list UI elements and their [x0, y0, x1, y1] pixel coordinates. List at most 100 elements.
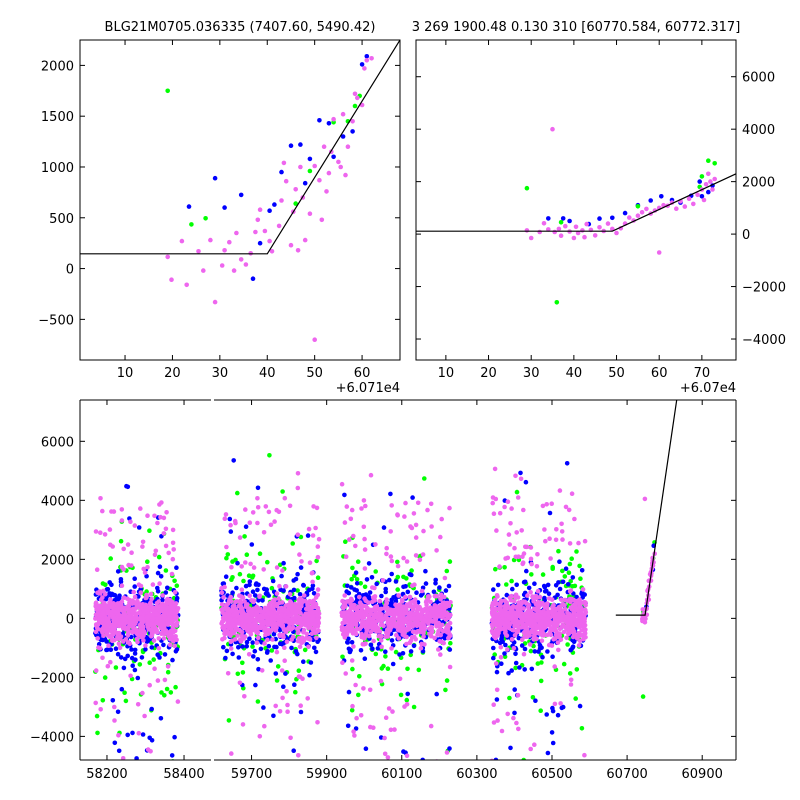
- data-point-pink: [582, 607, 588, 613]
- data-point-pink: [384, 545, 390, 551]
- data-point-pink: [160, 623, 166, 628]
- data-point-green: [265, 559, 270, 565]
- data-point-pink: [262, 228, 268, 234]
- data-point-green: [314, 558, 319, 564]
- data-point-pink: [147, 682, 152, 688]
- data-point-pink: [161, 515, 167, 521]
- data-point-blue: [266, 643, 272, 649]
- data-point-blue: [359, 62, 365, 67]
- data-point-pink: [521, 651, 527, 657]
- data-point-pink: [371, 638, 376, 644]
- data-point-pink: [239, 564, 244, 569]
- data-point-pink: [255, 520, 260, 526]
- data-point-blue: [312, 645, 317, 651]
- data-point-pink: [523, 624, 529, 630]
- data-point-blue: [144, 573, 149, 579]
- data-point-pink: [116, 630, 122, 636]
- data-point-pink: [306, 526, 312, 532]
- x-tick-label: 60: [651, 366, 668, 381]
- data-point-blue: [116, 748, 122, 754]
- data-point-pink: [95, 636, 100, 641]
- data-point-pink: [152, 552, 158, 558]
- data-point-pink: [297, 552, 302, 557]
- data-point-pink: [245, 628, 250, 633]
- data-point-blue: [272, 202, 277, 207]
- data-point-blue: [519, 643, 525, 648]
- data-point-pink: [121, 567, 126, 572]
- data-point-pink: [369, 56, 374, 61]
- data-point-green: [275, 664, 281, 669]
- data-point-blue: [529, 666, 535, 672]
- data-point-pink: [378, 607, 383, 612]
- data-point-blue: [545, 649, 550, 654]
- data-point-pink: [367, 687, 373, 693]
- data-point-pink: [131, 589, 136, 595]
- data-point-pink: [347, 537, 352, 542]
- data-point-pink: [490, 624, 495, 630]
- data-point-blue: [537, 646, 543, 651]
- data-point-pink: [567, 541, 573, 546]
- data-point-pink: [562, 606, 568, 612]
- data-point-blue: [340, 134, 346, 139]
- data-point-pink: [274, 649, 280, 655]
- data-point-pink: [121, 595, 127, 600]
- data-point-blue: [132, 651, 138, 656]
- data-point-pink: [413, 603, 419, 609]
- data-point-pink: [95, 611, 100, 617]
- data-point-green: [579, 726, 585, 731]
- data-point-pink: [138, 616, 143, 621]
- data-point-pink: [312, 163, 318, 169]
- data-point-blue: [307, 156, 313, 162]
- data-point-pink: [138, 590, 144, 595]
- data-point-blue: [513, 660, 519, 666]
- data-point-pink: [432, 635, 437, 641]
- data-point-pink: [242, 634, 248, 639]
- data-point-blue: [272, 644, 277, 650]
- y-tick-label: 2000: [41, 553, 74, 568]
- data-point-pink: [440, 628, 446, 634]
- data-point-pink: [439, 516, 445, 522]
- data-point-blue: [362, 656, 368, 661]
- data-point-pink: [100, 508, 105, 514]
- data-point-pink: [582, 234, 587, 240]
- data-point-pink: [261, 530, 267, 535]
- data-point-pink: [229, 751, 234, 756]
- data-point-pink: [583, 635, 588, 640]
- data-point-blue: [366, 561, 372, 566]
- data-point-pink: [377, 613, 383, 619]
- data-point-pink: [243, 507, 248, 512]
- data-point-blue: [155, 585, 160, 591]
- x-tick-label: 40: [566, 366, 583, 381]
- data-point-green: [567, 671, 573, 676]
- data-point-green: [349, 576, 355, 582]
- data-point-blue: [132, 584, 137, 589]
- data-point-blue: [381, 525, 387, 530]
- data-point-pink: [295, 609, 300, 615]
- data-point-pink: [549, 501, 554, 507]
- data-point-pink: [98, 496, 103, 501]
- data-point-green: [250, 644, 255, 649]
- data-point-blue: [143, 647, 148, 652]
- data-point-pink: [315, 554, 321, 560]
- data-point-pink: [516, 554, 521, 559]
- data-point-pink: [527, 642, 533, 647]
- data-point-green: [362, 584, 368, 590]
- data-point-pink: [220, 618, 226, 624]
- data-point-pink: [127, 600, 132, 606]
- data-point-pink: [135, 702, 141, 707]
- data-point-pink: [401, 555, 406, 561]
- data-point-pink: [548, 627, 553, 632]
- x-tick-label: 30: [523, 366, 540, 381]
- data-point-pink: [305, 696, 311, 701]
- data-point-pink: [381, 623, 386, 629]
- data-point-pink: [542, 612, 548, 618]
- data-point-green: [355, 559, 361, 564]
- data-point-green: [100, 581, 106, 586]
- data-point-pink: [507, 595, 513, 600]
- data-point-blue: [271, 713, 276, 719]
- data-point-green: [640, 694, 646, 699]
- data-point-pink: [102, 606, 108, 611]
- data-point-pink: [505, 711, 511, 717]
- data-point-pink: [315, 592, 321, 598]
- data-point-pink: [234, 230, 239, 236]
